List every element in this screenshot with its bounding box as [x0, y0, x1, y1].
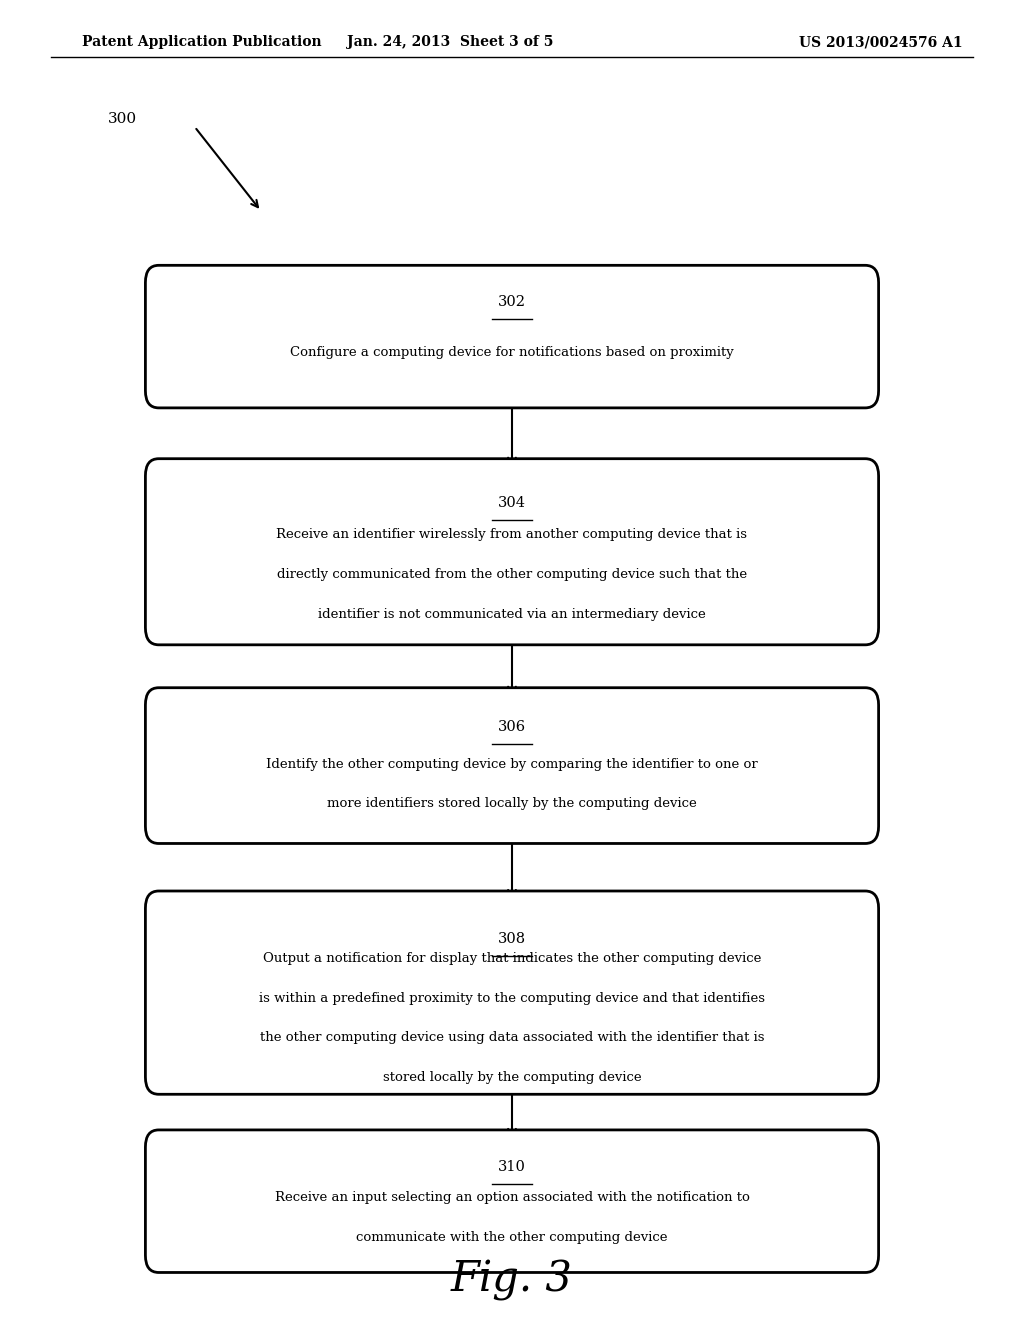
Text: Fig. 3: Fig. 3 [451, 1259, 573, 1302]
Text: 310: 310 [498, 1159, 526, 1173]
FancyBboxPatch shape [145, 688, 879, 843]
Text: Patent Application Publication: Patent Application Publication [82, 36, 322, 49]
Text: Receive an input selecting an option associated with the notification to: Receive an input selecting an option ass… [274, 1191, 750, 1204]
Text: 302: 302 [498, 294, 526, 309]
Text: 300: 300 [108, 112, 136, 125]
Text: 308: 308 [498, 932, 526, 945]
Text: Configure a computing device for notifications based on proximity: Configure a computing device for notific… [290, 346, 734, 359]
Text: directly communicated from the other computing device such that the: directly communicated from the other com… [276, 568, 748, 581]
Text: stored locally by the computing device: stored locally by the computing device [383, 1071, 641, 1084]
FancyBboxPatch shape [145, 891, 879, 1094]
Text: Receive an identifier wirelessly from another computing device that is: Receive an identifier wirelessly from an… [276, 528, 748, 541]
FancyBboxPatch shape [145, 1130, 879, 1272]
Text: more identifiers stored locally by the computing device: more identifiers stored locally by the c… [327, 797, 697, 810]
Text: is within a predefined proximity to the computing device and that identifies: is within a predefined proximity to the … [259, 991, 765, 1005]
Text: the other computing device using data associated with the identifier that is: the other computing device using data as… [260, 1031, 764, 1044]
Text: 304: 304 [498, 496, 526, 511]
Text: Identify the other computing device by comparing the identifier to one or: Identify the other computing device by c… [266, 758, 758, 771]
Text: 306: 306 [498, 719, 526, 734]
Text: Output a notification for display that indicates the other computing device: Output a notification for display that i… [263, 952, 761, 965]
Text: identifier is not communicated via an intermediary device: identifier is not communicated via an in… [318, 607, 706, 620]
FancyBboxPatch shape [145, 459, 879, 645]
FancyBboxPatch shape [145, 265, 879, 408]
Text: US 2013/0024576 A1: US 2013/0024576 A1 [799, 36, 963, 49]
Text: communicate with the other computing device: communicate with the other computing dev… [356, 1230, 668, 1243]
Text: Jan. 24, 2013  Sheet 3 of 5: Jan. 24, 2013 Sheet 3 of 5 [347, 36, 554, 49]
